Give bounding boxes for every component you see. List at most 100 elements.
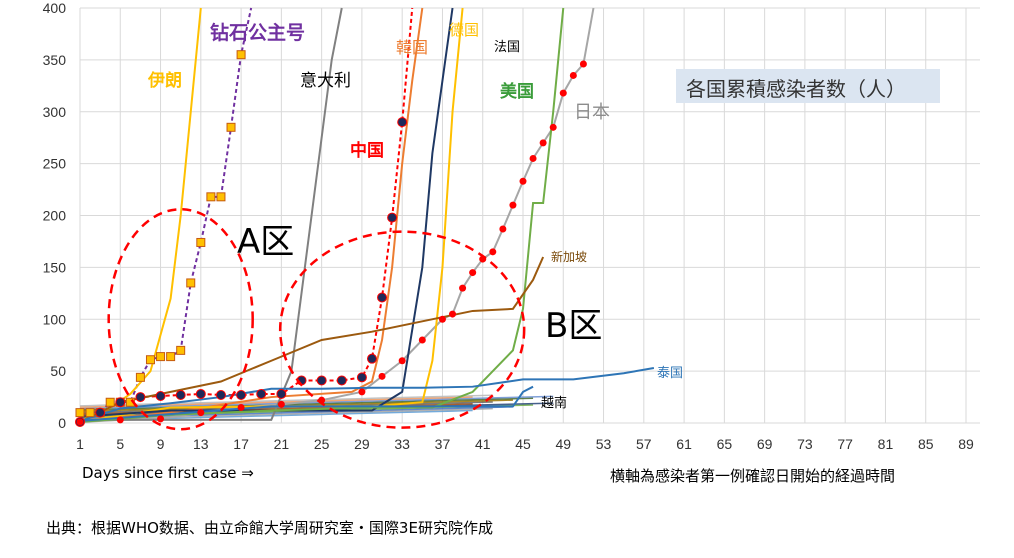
data-point — [215, 389, 226, 400]
label-china: 中国 — [350, 141, 384, 161]
series-lines — [79, 7, 655, 423]
label-italy: 意大利 — [300, 71, 351, 91]
data-point — [236, 389, 247, 400]
data-point — [195, 388, 206, 399]
y-tick-label: 350 — [43, 52, 67, 68]
label-vietnam: 越南 — [541, 396, 568, 411]
data-point — [469, 269, 477, 277]
data-point — [236, 50, 246, 60]
series-line-10 — [79, 367, 655, 422]
data-point — [418, 336, 426, 344]
background-trace — [79, 407, 493, 421]
data-point — [539, 139, 547, 147]
region-a-circle — [107, 208, 254, 431]
data-point — [175, 389, 186, 400]
data-point — [237, 403, 245, 411]
data-point — [85, 408, 95, 418]
data-point — [276, 388, 287, 399]
region-a-label: A区 — [237, 222, 295, 262]
label-singapore: 新加坡 — [551, 250, 588, 264]
data-point — [135, 372, 145, 382]
data-point — [449, 310, 457, 318]
data-point — [316, 375, 327, 386]
data-point — [438, 315, 446, 323]
x-tick-label: 53 — [596, 436, 612, 452]
x-tick-label: 1 — [76, 436, 84, 452]
chart-title: 各国累積感染者数（人） — [686, 77, 906, 101]
y-tick-label: 400 — [43, 0, 67, 16]
region-b-label: B区 — [545, 306, 603, 346]
label-iran: 伊朗 — [148, 71, 182, 91]
x-tick-label: 81 — [878, 436, 894, 452]
data-point — [549, 123, 557, 131]
data-point — [186, 278, 196, 288]
y-tick-label: 300 — [43, 104, 67, 120]
y-tick-label: 0 — [58, 415, 66, 431]
x-tick-label: 73 — [797, 436, 813, 452]
x-axis-label: Days since first case ⇒ — [82, 464, 254, 482]
region-circles — [107, 208, 526, 431]
data-point — [75, 408, 85, 418]
label-germany: 德国 — [449, 21, 480, 39]
data-point — [145, 355, 155, 365]
data-point — [559, 89, 567, 97]
data-point — [569, 71, 577, 79]
background-trace — [79, 395, 554, 410]
series-line-6 — [79, 7, 464, 423]
data-point — [105, 397, 115, 407]
axis-ticks: 0 50 100 150 200 250 300 350 400 1 5 9 13 17 21 25 29 33 3… — [43, 0, 974, 452]
data-point — [387, 212, 398, 223]
data-point — [459, 284, 467, 292]
chart-title-box — [676, 69, 940, 103]
x-axis-label-jp: 横軸為感染者第一例確認日開始的経過時間 — [610, 467, 896, 485]
data-point — [115, 397, 126, 408]
y-tick-label: 100 — [43, 311, 67, 327]
y-tick-label: 250 — [43, 156, 67, 172]
x-tick-label: 65 — [717, 436, 733, 452]
label-thailand: 泰国 — [657, 366, 684, 381]
series-line-5 — [79, 7, 424, 422]
data-point — [358, 388, 366, 396]
data-point — [256, 388, 267, 399]
x-tick-label: 61 — [676, 436, 692, 452]
label-japan: 日本 — [574, 102, 610, 123]
data-point — [397, 117, 408, 128]
data-point — [366, 353, 377, 364]
x-tick-label: 5 — [116, 436, 124, 452]
x-tick-label: 29 — [354, 436, 370, 452]
x-tick-label: 17 — [233, 436, 249, 452]
data-point — [95, 407, 106, 418]
y-tick-label: 50 — [50, 363, 66, 379]
data-point — [378, 372, 386, 380]
data-point — [509, 201, 517, 209]
x-tick-label: 85 — [918, 436, 934, 452]
series-markers — [75, 50, 587, 427]
source-note: 出典：根据WHO数据、由立命館大学周研究室・国際3E研究院作成 — [46, 519, 493, 537]
data-point — [116, 416, 124, 424]
x-tick-label: 33 — [394, 436, 410, 452]
y-tick-label: 150 — [43, 259, 67, 275]
gridlines — [79, 7, 980, 424]
data-point — [197, 409, 205, 417]
data-point — [519, 177, 527, 185]
data-point — [176, 345, 186, 355]
x-tick-label: 41 — [475, 436, 491, 452]
data-point — [135, 392, 146, 403]
series-line-9 — [79, 256, 545, 423]
x-tick-label: 9 — [157, 436, 165, 452]
label-usa: 美国 — [500, 82, 534, 102]
x-tick-label: 25 — [314, 436, 330, 452]
data-point — [166, 352, 176, 362]
data-point — [156, 352, 166, 362]
data-point — [196, 237, 206, 247]
data-point — [336, 375, 347, 386]
data-point — [206, 192, 216, 202]
x-tick-label: 77 — [837, 436, 853, 452]
x-tick-label: 69 — [757, 436, 773, 452]
label-diamond-princess: 钻石公主号 — [210, 22, 306, 44]
series-line-3 — [79, 7, 202, 422]
x-tick-label: 89 — [958, 436, 974, 452]
data-point — [377, 292, 388, 303]
data-point — [579, 60, 587, 68]
